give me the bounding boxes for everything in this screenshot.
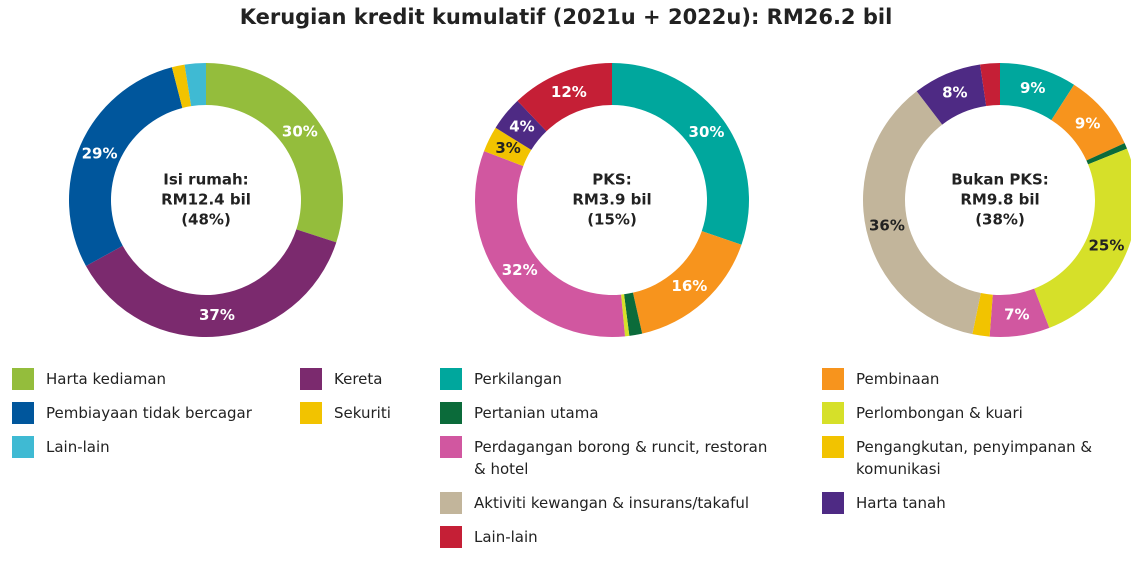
legend-item: Perkilangan — [440, 368, 822, 390]
donut-segment — [1000, 63, 1075, 121]
donut-segment — [1034, 148, 1131, 328]
legend-swatch — [440, 492, 462, 514]
donut-segment — [184, 63, 206, 107]
chart-title: Kerugian kredit kumulatif (2021u + 2022u… — [240, 5, 893, 29]
legend-item: Aktiviti kewangan & insurans/takaful — [440, 492, 822, 514]
center-label: (15%) — [587, 211, 637, 229]
donut-segment — [517, 63, 612, 132]
legend-swatch — [440, 436, 462, 458]
legend-swatch — [12, 402, 34, 424]
donut-segment — [474, 151, 626, 337]
data-label: 25% — [1088, 237, 1124, 255]
center-label: RM9.8 bil — [960, 191, 1039, 209]
legend-label: Lain-lain — [474, 528, 538, 546]
legend-label: Perdagangan borong & runcit, restoran & … — [474, 438, 768, 478]
center-label: PKS: — [592, 171, 631, 189]
legend: Perkilangan Pembinaan Pertanian utama Perlo… — [440, 368, 1122, 548]
data-label: 3% — [495, 139, 520, 157]
center-label: RM12.4 bil — [161, 191, 251, 209]
data-label: 30% — [689, 123, 725, 141]
legend-swatch — [440, 368, 462, 390]
legend-label: Pembinaan — [856, 370, 940, 388]
data-label: 4% — [509, 117, 534, 135]
legend-item: Pembinaan — [822, 368, 1122, 390]
legend-label: Pengangkutan, penyimpanan & komunikasi — [856, 438, 1093, 478]
legend-label: Harta tanah — [856, 494, 946, 512]
legend-swatch — [822, 436, 844, 458]
donut-segment — [612, 63, 749, 245]
legend-swatch — [300, 402, 322, 424]
legend-item: Kereta — [300, 368, 440, 390]
donut-segment — [85, 229, 337, 338]
legend-label: Pembiayaan tidak bercagar — [46, 404, 252, 422]
legend-item: Perdagangan borong & runcit, restoran & … — [440, 436, 822, 480]
legend-item: Perlombongan & kuari — [822, 402, 1122, 424]
legend-swatch — [440, 526, 462, 548]
data-label: 9% — [1075, 115, 1100, 133]
data-label: 8% — [942, 84, 967, 102]
legend-item: Pertanian utama — [440, 402, 822, 424]
donut-segment — [624, 292, 643, 336]
legend-item: Pembiayaan tidak bercagar — [12, 402, 300, 424]
donut-segment — [980, 63, 1000, 107]
legend-swatch — [822, 402, 844, 424]
data-label: 32% — [502, 261, 538, 279]
legend-swatch — [12, 368, 34, 390]
legend-label: Perkilangan — [474, 370, 562, 388]
donut-segment — [69, 67, 183, 267]
legend: Harta kediaman Kereta Pembiayaan tidak ber… — [12, 368, 440, 458]
legend-swatch — [12, 436, 34, 458]
center-label: (48%) — [181, 211, 231, 229]
data-label: 7% — [1004, 305, 1029, 323]
legend-item: Pengangkutan, penyimpanan & komunikasi — [822, 436, 1122, 480]
donut-segment — [632, 231, 742, 334]
legend-label: Perlombongan & kuari — [856, 404, 1023, 422]
donut-segment — [989, 288, 1050, 337]
legend-label: Sekuriti — [334, 404, 391, 422]
legend-item: Harta kediaman — [12, 368, 300, 390]
data-label: 16% — [671, 277, 707, 295]
legend-label: Aktiviti kewangan & insurans/takaful — [474, 494, 750, 512]
donut-segment — [972, 293, 993, 337]
legend-swatch — [822, 368, 844, 390]
donut-segment — [495, 100, 547, 150]
legend-item: Lain-lain — [12, 436, 300, 458]
donut-segment — [171, 64, 192, 108]
donut-segment — [484, 127, 532, 167]
chart: Kerugian kredit kumulatif (2021u + 2022u… — [69, 5, 1131, 338]
donut-segment — [1051, 84, 1125, 161]
legend-swatch — [440, 402, 462, 424]
donut-segment — [862, 91, 981, 335]
legend-label: Lain-lain — [46, 438, 110, 456]
legend-item: Lain-lain — [440, 526, 822, 548]
donut-segment — [916, 64, 987, 125]
donut-segment — [1086, 143, 1128, 165]
data-label: 30% — [282, 122, 318, 140]
legend-label: Kereta — [334, 370, 383, 388]
data-label: 36% — [869, 216, 905, 234]
center-label: Bukan PKS: — [951, 171, 1049, 189]
donut-segment — [206, 63, 343, 243]
legend-swatch — [822, 492, 844, 514]
donut-segment — [621, 294, 630, 337]
center-label: Isi rumah: — [163, 171, 248, 189]
data-label: 9% — [1020, 79, 1045, 97]
legend-item: Harta tanah — [822, 492, 1122, 514]
legend-swatch — [300, 368, 322, 390]
legend-item: Sekuriti — [300, 402, 440, 424]
data-label: 37% — [199, 306, 235, 324]
legend-label: Pertanian utama — [474, 404, 599, 422]
legend-label: Harta kediaman — [46, 370, 167, 388]
data-label: 12% — [551, 83, 587, 101]
data-label: 29% — [82, 144, 118, 162]
center-label: RM3.9 bil — [572, 191, 651, 209]
center-label: (38%) — [975, 211, 1025, 229]
